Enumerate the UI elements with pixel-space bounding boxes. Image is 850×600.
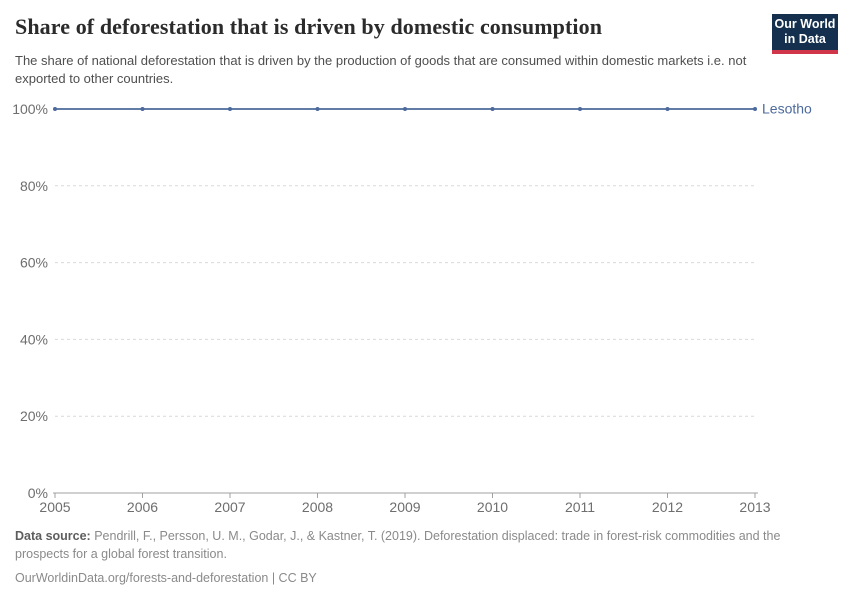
owid-logo[interactable]: Our World in Data: [772, 14, 838, 54]
x-axis-tick-label-2007: 2007: [214, 499, 245, 515]
y-axis-tick-label-80: 80%: [20, 178, 48, 194]
x-axis-tick-label-2006: 2006: [127, 499, 158, 515]
chart-footer: Data source: Pendrill, F., Persson, U. M…: [15, 527, 811, 587]
chart-subtitle: The share of national deforestation that…: [15, 53, 747, 86]
x-axis-tick-label-2009: 2009: [389, 499, 420, 515]
data-point-lesotho-2010[interactable]: [490, 107, 495, 111]
y-axis-tick-label-20: 20%: [20, 408, 48, 424]
owid-logo-line1: Our World: [774, 17, 836, 32]
data-point-lesotho-2011[interactable]: [578, 107, 582, 111]
data-point-lesotho-2008[interactable]: [315, 107, 320, 111]
data-point-lesotho-2006[interactable]: [140, 107, 145, 111]
data-point-lesotho-2007[interactable]: [228, 107, 232, 111]
y-axis-tick-label-0: 0%: [28, 485, 48, 501]
x-axis-tick-label-2012: 2012: [652, 499, 683, 515]
x-axis-tick-label-2013: 2013: [739, 499, 770, 515]
line-chart-canvas: 0% 20% 40% 60% 80% 100% 2005 2006 2007 2008 2009 20…: [12, 101, 812, 516]
x-axis-tick-label-2008: 2008: [302, 499, 333, 515]
x-axis-tick-label-2010: 2010: [477, 499, 508, 515]
page-title: Share of deforestation that is driven by…: [15, 14, 603, 39]
data-source-label: Data source:: [15, 529, 91, 543]
x-axis-tick-label-2005: 2005: [39, 499, 70, 515]
data-point-lesotho-2013[interactable]: [753, 107, 757, 111]
data-point-lesotho-2005[interactable]: [53, 107, 57, 111]
data-point-lesotho-2009[interactable]: [403, 107, 407, 111]
y-axis-tick-label-40: 40%: [20, 331, 48, 347]
chart-header: Share of deforestation that is driven by…: [15, 14, 838, 54]
data-source-line: Data source: Pendrill, F., Persson, U. M…: [15, 529, 780, 561]
series-label-lesotho[interactable]: Lesotho: [762, 101, 812, 117]
y-axis-tick-label-100: 100%: [12, 101, 48, 117]
data-source-text: Pendrill, F., Persson, U. M., Godar, J.,…: [15, 529, 781, 562]
owid-logo-line2: in Data: [784, 32, 826, 46]
owid-citation-link[interactable]: OurWorldinData.org/forests-and-deforesta…: [15, 571, 317, 586]
y-axis-tick-label-60: 60%: [20, 255, 48, 271]
data-point-lesotho-2012[interactable]: [665, 107, 670, 111]
x-axis-tick-label-2011: 2011: [565, 499, 595, 515]
